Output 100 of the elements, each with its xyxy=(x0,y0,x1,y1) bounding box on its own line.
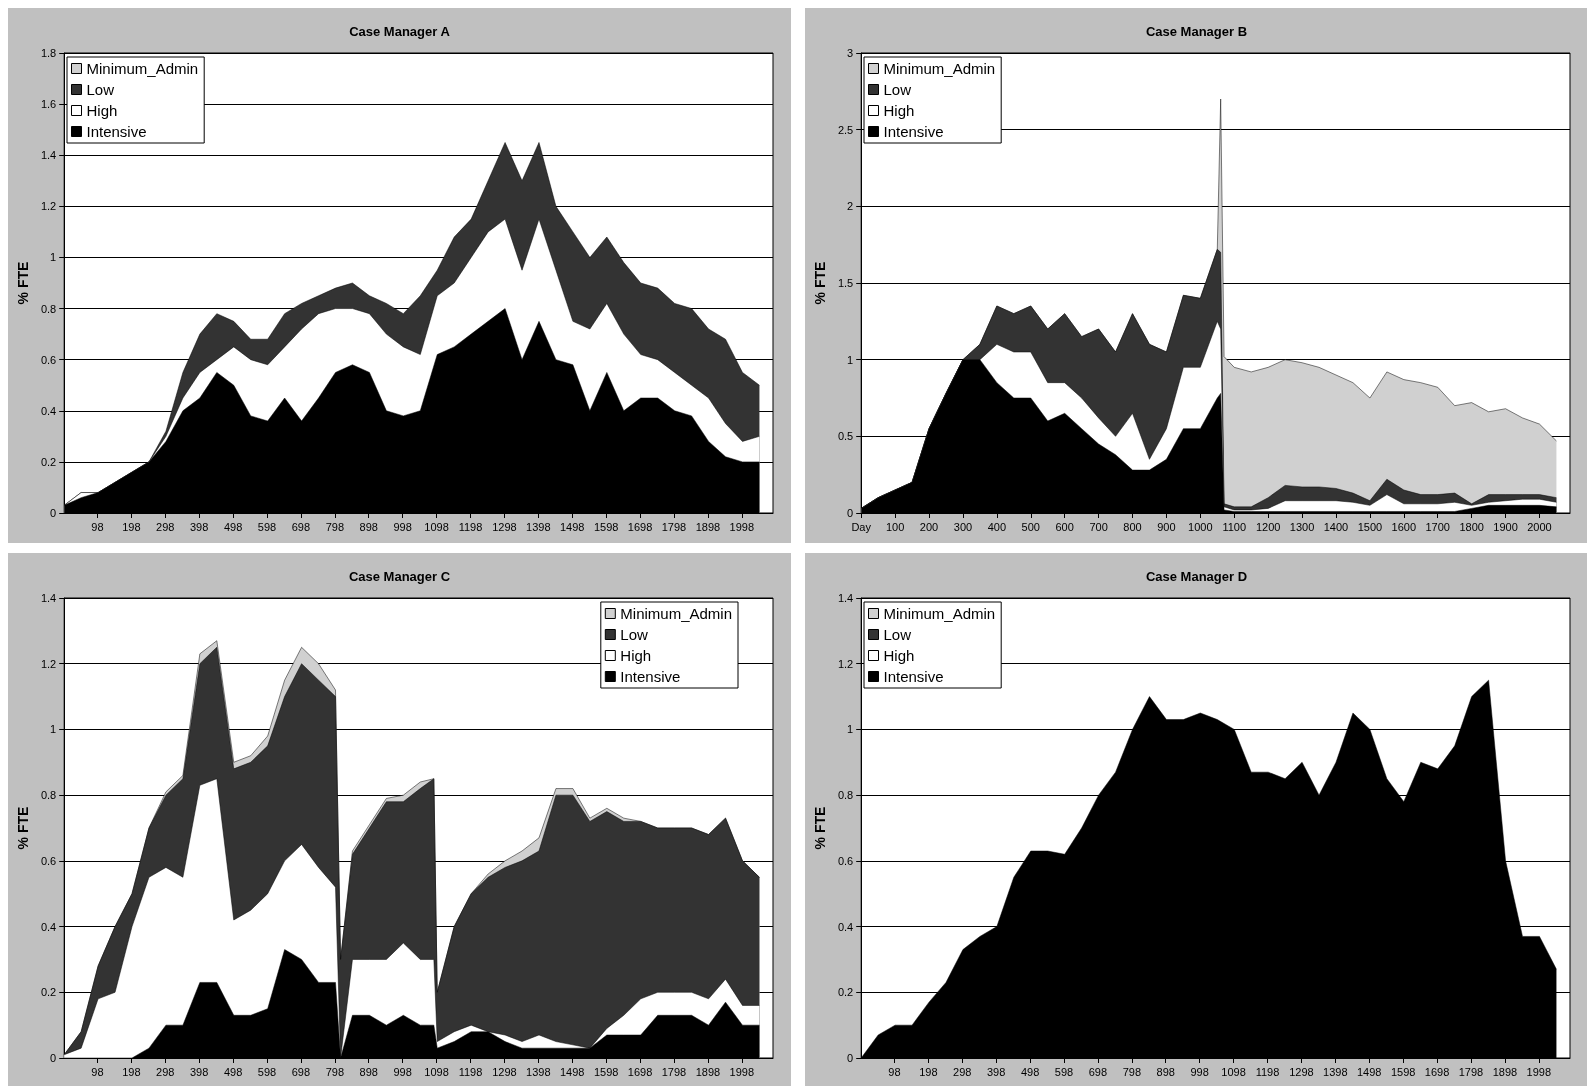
x-tick-label: 1700 xyxy=(1425,520,1450,533)
x-tick-label: 698 xyxy=(291,520,311,533)
legend-label: Minimum_Admin xyxy=(883,605,996,622)
y-tick-label: 0.6 xyxy=(40,854,57,867)
chart-title: Case Manager D xyxy=(1145,569,1248,584)
x-tick-label: 498 xyxy=(223,520,243,533)
x-tick-label: 1998 xyxy=(1526,1065,1552,1078)
y-tick-label: 1 xyxy=(50,251,57,264)
x-tick-label: 1698 xyxy=(627,520,653,533)
y-tick-label: 0.2 xyxy=(40,455,57,468)
x-tick-label: 500 xyxy=(1021,520,1040,533)
legend-label: High xyxy=(883,102,915,119)
x-tick-label: 398 xyxy=(189,1065,209,1078)
legend-label: High xyxy=(86,102,118,119)
y-axis-title: % FTE xyxy=(812,261,828,305)
x-tick-label: 1198 xyxy=(458,1065,483,1078)
y-axis-title: % FTE xyxy=(812,806,828,850)
y-tick-label: 1 xyxy=(847,723,854,736)
y-tick-label: 1.4 xyxy=(40,149,57,162)
x-tick-label: 198 xyxy=(919,1065,938,1078)
x-tick-label: 1898 xyxy=(695,520,721,533)
y-tick-label: 0 xyxy=(847,1052,854,1064)
x-tick-label: 498 xyxy=(223,1065,243,1078)
x-tick-label: 1598 xyxy=(593,1065,619,1078)
x-tick-label: 1798 xyxy=(661,520,687,533)
x-tick-label: 1698 xyxy=(1424,1065,1450,1078)
y-tick-label: 1.2 xyxy=(837,657,854,670)
x-tick-label: 1198 xyxy=(458,520,483,533)
legend-label: Minimum_Admin xyxy=(620,605,733,622)
x-tick-label: 800 xyxy=(1123,520,1142,533)
legend-label: Minimum_Admin xyxy=(86,60,199,77)
y-tick-label: 0 xyxy=(50,1052,57,1064)
x-tick-label: 898 xyxy=(359,1065,378,1078)
x-tick-label: 1500 xyxy=(1357,520,1383,533)
x-tick-label: 1898 xyxy=(695,1065,721,1078)
x-tick-label: 98 xyxy=(91,520,104,533)
y-tick-label: 1.4 xyxy=(837,592,854,604)
x-tick-label: 1298 xyxy=(1289,1065,1314,1078)
y-tick-label: 1.4 xyxy=(40,592,57,604)
x-tick-label: 1998 xyxy=(729,1065,755,1078)
x-tick-label: 1298 xyxy=(492,520,517,533)
x-tick-label: 400 xyxy=(987,520,1007,533)
x-tick-label: 298 xyxy=(156,520,175,533)
y-tick-label: 0.5 xyxy=(837,430,854,443)
legend-label: Low xyxy=(86,81,115,98)
x-tick-label: 1698 xyxy=(627,1065,653,1078)
legend-label: Intensive xyxy=(86,123,147,140)
y-tick-label: 0.4 xyxy=(40,404,57,417)
x-tick-label: 1098 xyxy=(424,520,449,533)
chart-title: Case Manager C xyxy=(348,569,451,584)
x-tick-label: 1100 xyxy=(1222,520,1247,533)
y-tick-label: 1 xyxy=(50,723,57,736)
x-tick-label: Day xyxy=(851,520,872,533)
x-tick-label: 1198 xyxy=(1255,1065,1280,1078)
x-tick-label: 1300 xyxy=(1289,520,1315,533)
legend-label: Intensive xyxy=(883,668,944,685)
x-tick-label: 998 xyxy=(1190,1065,1209,1078)
x-tick-label: 298 xyxy=(953,1065,972,1078)
x-tick-label: 900 xyxy=(1157,520,1176,533)
y-tick-label: 0.8 xyxy=(40,302,57,315)
y-tick-label: 2 xyxy=(847,200,854,213)
legend-label: Low xyxy=(883,626,912,643)
x-tick-label: 300 xyxy=(953,520,973,533)
x-tick-label: 1498 xyxy=(1356,1065,1382,1078)
y-tick-label: 0.2 xyxy=(837,986,854,999)
x-tick-label: 298 xyxy=(156,1065,175,1078)
y-tick-label: 0.4 xyxy=(40,920,57,933)
x-tick-label: 1498 xyxy=(559,520,585,533)
x-tick-label: 600 xyxy=(1055,520,1074,533)
x-tick-label: 598 xyxy=(1054,1065,1074,1078)
x-tick-label: 198 xyxy=(122,1065,141,1078)
legend-label: Low xyxy=(620,626,648,643)
y-tick-label: 0.8 xyxy=(40,789,57,802)
x-tick-label: 1998 xyxy=(729,520,755,533)
y-tick-label: 1.8 xyxy=(40,47,57,59)
x-tick-label: 598 xyxy=(257,520,277,533)
y-tick-label: 2.5 xyxy=(837,123,854,136)
y-tick-label: 1.2 xyxy=(40,657,57,670)
x-tick-label: 1000 xyxy=(1188,520,1213,533)
y-tick-label: 0 xyxy=(847,507,854,519)
y-tick-label: 3 xyxy=(847,47,854,59)
x-tick-label: 998 xyxy=(393,520,412,533)
x-tick-label: 700 xyxy=(1089,520,1108,533)
x-tick-label: 398 xyxy=(189,520,209,533)
chart-title: Case Manager A xyxy=(349,24,451,39)
x-tick-label: 98 xyxy=(888,1065,901,1078)
x-tick-label: 98 xyxy=(91,1065,104,1078)
x-tick-label: 1900 xyxy=(1493,520,1518,533)
y-tick-label: 0.2 xyxy=(40,986,57,999)
x-tick-label: 1298 xyxy=(492,1065,517,1078)
legend-label: Low xyxy=(883,81,912,98)
y-tick-label: 0.6 xyxy=(837,854,854,867)
y-tick-label: 1.5 xyxy=(837,277,854,289)
x-tick-label: 698 xyxy=(1088,1065,1108,1078)
legend-label: High xyxy=(620,647,652,664)
x-tick-label: 1400 xyxy=(1323,520,1349,533)
y-tick-label: 0 xyxy=(50,507,57,519)
x-tick-label: 898 xyxy=(1156,1065,1175,1078)
x-tick-label: 1598 xyxy=(1390,1065,1416,1078)
x-tick-label: 2000 xyxy=(1527,520,1552,533)
